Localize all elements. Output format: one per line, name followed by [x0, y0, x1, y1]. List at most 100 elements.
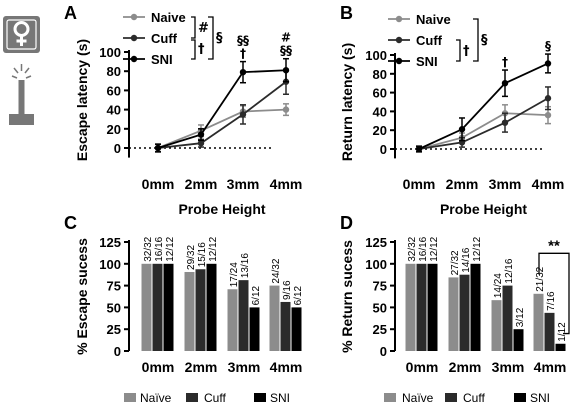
y-tick-label: 125: [365, 235, 387, 250]
legend-swatch: [384, 393, 396, 402]
series-line-sni: [418, 62, 549, 150]
panel-d-bar-chart: 0 25 50 75 100 125 % Return sucess 0mm 32/32 16/1…: [339, 235, 570, 375]
bar-cuff: [238, 280, 249, 351]
y-tick-label: 40: [373, 104, 387, 119]
y-tick-label: 0: [380, 344, 387, 359]
significance-annotation: #: [281, 31, 291, 45]
x-category-label: 3mm: [492, 359, 525, 375]
y-axis-label: Return latency (s): [339, 43, 355, 161]
bar-cuff: [152, 263, 163, 351]
bar-count-label: 21/32: [535, 266, 546, 291]
y-tick-label: 50: [373, 300, 387, 315]
data-point: [239, 68, 247, 76]
data-point: [415, 145, 423, 153]
bar-cuff: [416, 263, 427, 351]
legend-label: SNI: [151, 52, 173, 67]
data-point: [282, 67, 290, 74]
bar-cuff: [544, 312, 555, 351]
bar-count-label: 13/16: [240, 253, 251, 278]
bar-count-label: 17/24: [229, 262, 240, 287]
y-tick-label: 100: [99, 257, 121, 272]
bar-sni: [513, 329, 524, 351]
y-tick-label: 125: [99, 235, 121, 250]
bar-count-label: 29/32: [186, 245, 197, 270]
y-tick-label: 80: [373, 67, 387, 82]
legend-marker: [395, 36, 403, 44]
legend-marker: [130, 34, 138, 42]
bar-naive: [227, 289, 238, 351]
legend-label: SNI: [416, 54, 438, 69]
significance-mark: †: [198, 42, 205, 57]
bar-count-label: 15/16: [197, 242, 208, 267]
data-point: [501, 80, 509, 87]
legend-marker: [130, 55, 138, 63]
panel-letter-b: B: [340, 3, 353, 23]
probe-icon: [9, 64, 34, 125]
bar-naive: [184, 271, 195, 351]
x-category-label: 2mm: [446, 176, 479, 192]
legend-label: Cuff: [204, 391, 226, 405]
x-category-label: 2mm: [185, 176, 218, 192]
y-tick-label: 60: [373, 86, 387, 101]
bar-count-label: 12/12: [165, 236, 176, 261]
y-tick-label: 80: [107, 64, 121, 79]
comparison-bracket: [191, 39, 196, 60]
bar-count-label: 14/16: [461, 247, 472, 272]
bar-count-label: 12/12: [429, 236, 440, 261]
bar-sni: [291, 307, 302, 351]
legend-marker: [395, 15, 403, 23]
legend-swatch: [514, 393, 526, 402]
data-point: [458, 126, 466, 133]
data-point: [197, 140, 205, 147]
legend-label: Cuff: [151, 31, 178, 46]
significance-stars: **: [548, 237, 560, 254]
bar-naive: [269, 285, 280, 351]
female-symbol-icon: [3, 16, 40, 53]
significance-annotation: †: [502, 55, 508, 69]
significance-annotation: †: [240, 47, 246, 61]
series-line-cuff: [157, 81, 287, 149]
panel-letter-a: A: [64, 3, 77, 23]
bar-count-label: 32/32: [407, 236, 418, 261]
panel-letter-d: D: [340, 213, 353, 233]
bar-sni: [555, 343, 566, 351]
bar-count-label: 7/16: [546, 291, 557, 311]
legend-label: SNI: [270, 391, 290, 405]
y-tick-label: 75: [107, 279, 121, 294]
bar-naive: [405, 263, 416, 351]
data-point: [544, 111, 552, 119]
x-category-label: 4mm: [534, 359, 567, 375]
panel-letter-c: C: [64, 213, 77, 233]
legend-swatch: [445, 393, 457, 402]
x-category-label: 2mm: [185, 359, 218, 375]
y-tick-label: 25: [373, 322, 387, 337]
legend-label: SNI: [530, 391, 550, 405]
x-category-label: 2mm: [449, 359, 482, 375]
y-tick-label: 60: [107, 83, 121, 98]
y-tick-label: 20: [107, 122, 121, 137]
y-tick-label: 20: [373, 123, 387, 138]
x-category-label: 0mm: [142, 359, 175, 375]
comparison-bracket: [191, 16, 196, 39]
y-tick-label: 25: [107, 322, 121, 337]
bar-cuff: [502, 285, 513, 351]
x-axis-label: Probe Height: [440, 201, 527, 217]
y-tick-label: 100: [365, 257, 387, 272]
x-axis-label: Probe Height: [178, 201, 265, 217]
series-line-cuff: [418, 97, 549, 150]
y-axis-label: % Return sucess: [339, 240, 355, 353]
significance-annotation: §§: [280, 44, 292, 58]
y-tick-label: 0: [380, 142, 387, 157]
significance-mark: §: [481, 33, 488, 48]
bar-count-label: 12/12: [208, 236, 219, 261]
significance-mark: §: [216, 31, 223, 46]
legend-label: Cuff: [463, 391, 485, 405]
data-point: [282, 106, 290, 113]
y-tick-label: 100: [99, 45, 121, 60]
data-point: [197, 131, 205, 138]
y-tick-label: 100: [365, 48, 387, 63]
bar-sni: [249, 307, 260, 351]
y-axis-label: Escape latency (s): [74, 39, 90, 161]
bar-sni: [206, 263, 217, 351]
